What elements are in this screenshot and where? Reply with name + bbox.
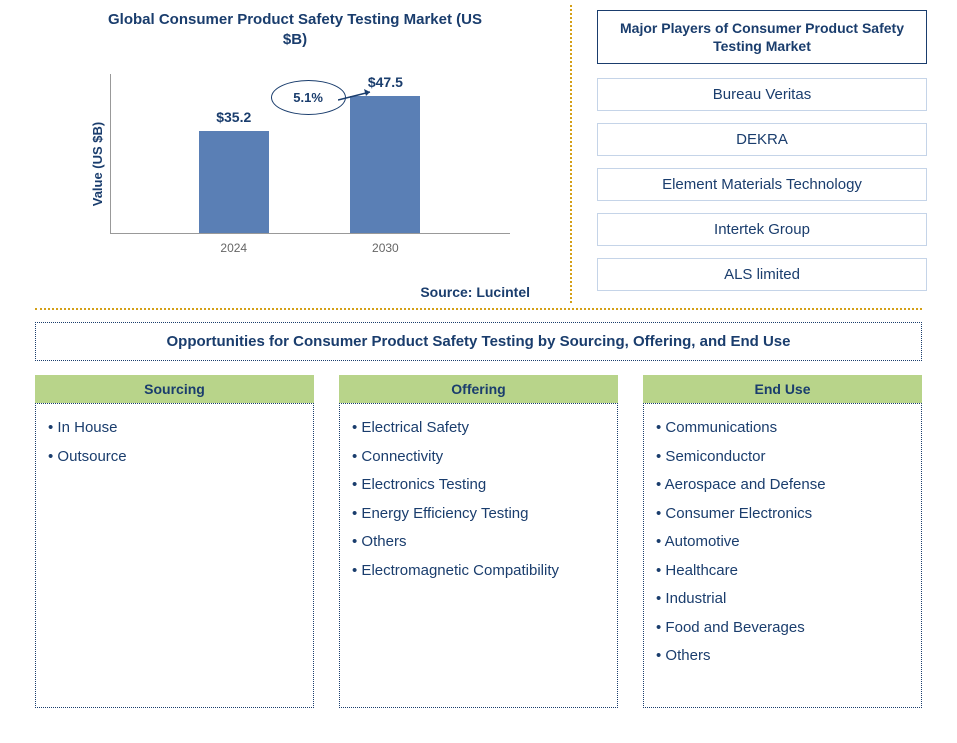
list-item: • Electrical Safety xyxy=(352,414,605,443)
list-item: • Industrial xyxy=(656,585,909,614)
list-item: • Healthcare xyxy=(656,557,909,586)
list-item: • Outsource xyxy=(48,443,301,472)
bar-label-2024: $35.2 xyxy=(199,109,269,125)
list-item: • Communications xyxy=(656,414,909,443)
list-item: • Aerospace and Defense xyxy=(656,471,909,500)
list-item: • Others xyxy=(352,528,605,557)
col-header-sourcing: Sourcing xyxy=(35,375,314,403)
col-header-offering: Offering xyxy=(339,375,618,403)
chart-title: Global Consumer Product Safety Testing M… xyxy=(40,10,550,49)
opportunities-title: Opportunities for Consumer Product Safet… xyxy=(35,322,922,361)
bar-2030: $47.5 xyxy=(350,96,420,233)
x-tick-2024: 2024 xyxy=(199,241,269,255)
col-body-enduse: • Communications• Semiconductor• Aerospa… xyxy=(643,403,922,708)
col-enduse: End Use • Communications• Semiconductor•… xyxy=(643,375,922,708)
col-body-offering: • Electrical Safety• Connectivity• Elect… xyxy=(339,403,618,708)
list-item: • Food and Beverages xyxy=(656,614,909,643)
col-body-sourcing: • In House• Outsource xyxy=(35,403,314,708)
cagr-ellipse: 5.1% xyxy=(271,80,346,115)
top-section: Global Consumer Product Safety Testing M… xyxy=(0,0,957,308)
chart-source: Source: Lucintel xyxy=(420,284,530,300)
list-item: • Electromagnetic Compatibility xyxy=(352,557,605,586)
player-item: Element Materials Technology xyxy=(597,168,927,201)
cagr-value: 5.1% xyxy=(293,90,323,105)
list-item: • Consumer Electronics xyxy=(656,500,909,529)
col-sourcing: Sourcing • In House• Outsource xyxy=(35,375,314,708)
x-tick-2030: 2030 xyxy=(350,241,420,255)
list-item: • Electronics Testing xyxy=(352,471,605,500)
chart-area: Value (US $B) $35.2 2024 $47.5 2030 5.1% xyxy=(90,64,530,264)
col-header-enduse: End Use xyxy=(643,375,922,403)
y-axis-label: Value (US $B) xyxy=(90,122,105,207)
col-offering: Offering • Electrical Safety• Connectivi… xyxy=(339,375,618,708)
player-item: Bureau Veritas xyxy=(597,78,927,111)
list-item: • Others xyxy=(656,642,909,671)
chart-plot: $35.2 2024 $47.5 2030 5.1% xyxy=(110,74,510,234)
list-item: • In House xyxy=(48,414,301,443)
bar-2024: $35.2 xyxy=(199,131,269,233)
chart-panel: Global Consumer Product Safety Testing M… xyxy=(0,0,570,308)
list-item: • Automotive xyxy=(656,528,909,557)
bottom-section: Opportunities for Consumer Product Safet… xyxy=(0,310,957,718)
list-item: • Energy Efficiency Testing xyxy=(352,500,605,529)
player-item: DEKRA xyxy=(597,123,927,156)
players-panel: Major Players of Consumer Product Safety… xyxy=(572,0,957,308)
players-title: Major Players of Consumer Product Safety… xyxy=(597,10,927,64)
player-item: Intertek Group xyxy=(597,213,927,246)
list-item: • Connectivity xyxy=(352,443,605,472)
opportunities-columns: Sourcing • In House• Outsource Offering … xyxy=(35,375,922,708)
list-item: • Semiconductor xyxy=(656,443,909,472)
cagr-arrow-icon xyxy=(338,88,378,104)
player-item: ALS limited xyxy=(597,258,927,291)
